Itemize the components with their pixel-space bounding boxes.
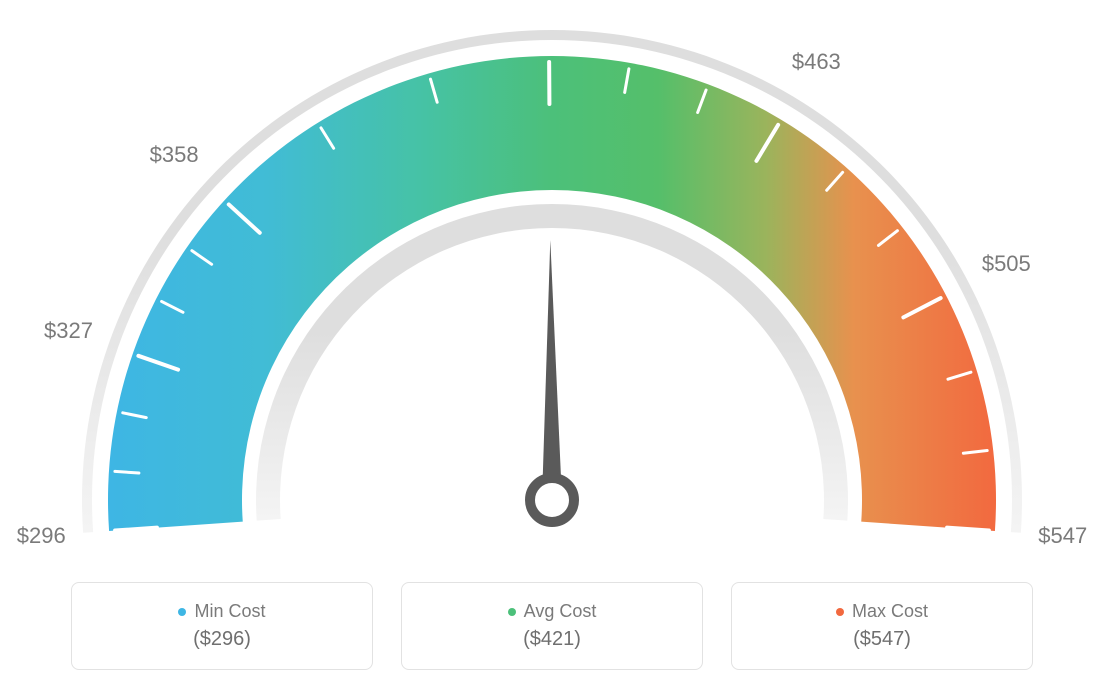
cost-gauge-container: $296 $327 $358 $421 $463 $505 $547 Min Cost ($… [0, 0, 1104, 690]
legend-max-top: Max Cost [836, 601, 928, 622]
legend-card-avg: Avg Cost ($421) [401, 582, 703, 670]
legend-card-min: Min Cost ($296) [71, 582, 373, 670]
legend-max-value: ($547) [853, 628, 911, 651]
legend-max-dot [836, 608, 844, 616]
legend-avg-label: Avg Cost [524, 601, 597, 622]
gauge-area: $296 $327 $358 $421 $463 $505 $547 [0, 0, 1104, 560]
gauge-tick [115, 471, 139, 473]
gauge-tick-label: $327 [44, 318, 93, 344]
legend-avg-top: Avg Cost [508, 601, 597, 622]
gauge-needle [542, 240, 562, 500]
gauge-tick-label: $505 [982, 251, 1031, 277]
gauge-svg [0, 0, 1104, 560]
gauge-tick-label: $463 [792, 49, 841, 75]
legend-avg-dot [508, 608, 516, 616]
legend-min-label: Min Cost [194, 601, 265, 622]
gauge-tick-label: $358 [150, 142, 199, 168]
legend-min-dot [178, 608, 186, 616]
gauge-tick-label: $547 [1038, 523, 1087, 549]
legend-avg-value: ($421) [523, 628, 581, 651]
legend-min-value: ($296) [193, 628, 251, 651]
gauge-needle-hub [530, 478, 574, 522]
legend-card-max: Max Cost ($547) [731, 582, 1033, 670]
legend-row: Min Cost ($296) Avg Cost ($421) Max Cost… [0, 582, 1104, 670]
gauge-tick-label: $296 [17, 523, 66, 549]
legend-min-top: Min Cost [178, 601, 265, 622]
gauge-tick-label: $421 [524, 0, 573, 1]
legend-max-label: Max Cost [852, 601, 928, 622]
